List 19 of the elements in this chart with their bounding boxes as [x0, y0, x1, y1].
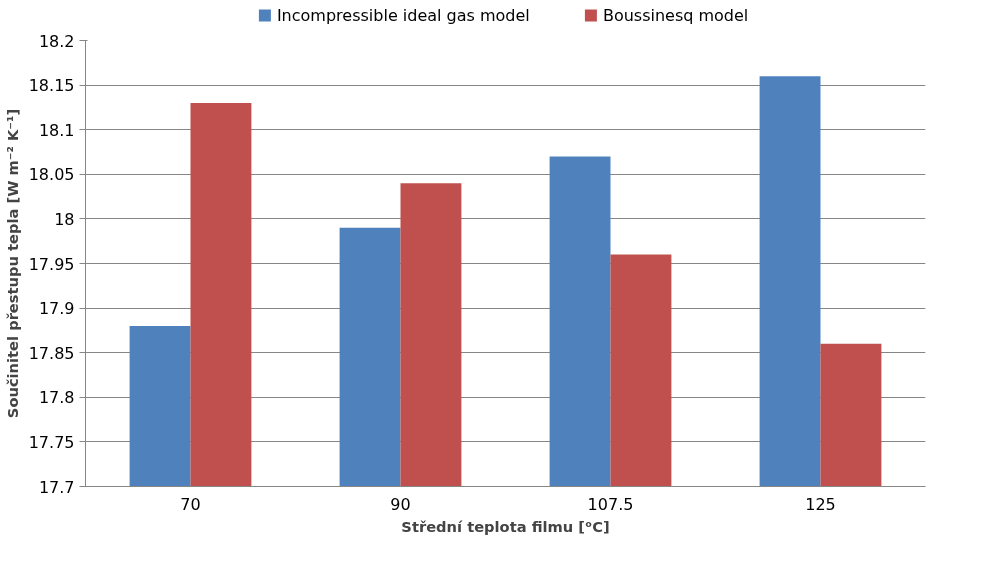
legend-label: Incompressible ideal gas model — [276, 6, 530, 25]
legend-label: Boussinesq model — [602, 6, 749, 25]
x-tick-label: 70 — [180, 494, 201, 514]
y-tick-label: 18.05 — [28, 165, 75, 185]
x-tick-label: 125 — [805, 494, 836, 514]
y-tick-label: 17.9 — [38, 299, 75, 319]
y-tick-label: 18.15 — [28, 76, 75, 96]
y-tick-label: 17.75 — [28, 432, 75, 452]
y-tick-label: 17.95 — [28, 254, 75, 274]
y-tick-label: 17.7 — [38, 477, 75, 497]
x-tick-label: 107.5 — [587, 494, 634, 514]
x-axis-title: Střední teplota filmu [ᵒC] — [401, 517, 610, 535]
y-tick-label: 18.1 — [38, 120, 75, 140]
y-axis-title: Součinitel přestupu tepla [W m⁻² K⁻¹] — [3, 108, 21, 419]
x-tick-label: 90 — [390, 494, 411, 514]
y-tick-label: 18.2 — [38, 31, 75, 51]
y-tick-label: 18 — [54, 209, 75, 229]
y-tick-label: 17.8 — [38, 388, 75, 408]
y-tick-label: 17.85 — [28, 343, 75, 363]
